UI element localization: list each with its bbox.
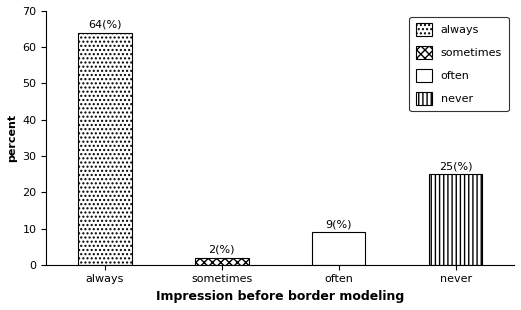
Bar [195, 258, 249, 265]
Legend: always, sometimes, often, never: always, sometimes, often, never [410, 16, 508, 111]
Bar [78, 33, 132, 265]
Text: 9(%): 9(%) [326, 219, 352, 229]
Bar [429, 174, 482, 265]
Y-axis label: percent: percent [7, 114, 17, 162]
Bar [312, 232, 365, 265]
Text: 64(%): 64(%) [88, 20, 121, 30]
Text: 2(%): 2(%) [208, 245, 235, 255]
X-axis label: Impression before border modeling: Impression before border modeling [156, 290, 404, 303]
Text: 25(%): 25(%) [439, 161, 473, 171]
